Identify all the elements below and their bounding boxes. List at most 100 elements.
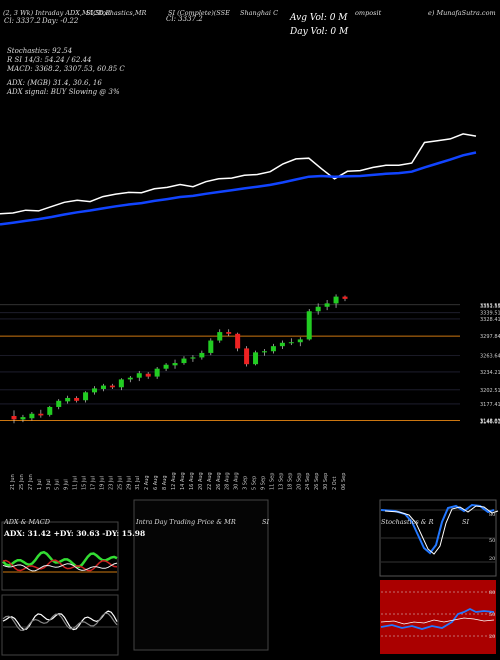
date-label: 30 Sep: [323, 473, 329, 490]
macd-panel-frame: [1, 594, 119, 656]
stoch-panel-title: Stochastics & R: [381, 518, 434, 526]
day-change: Day: -0.22: [42, 17, 79, 25]
candle-body: [279, 342, 285, 347]
stochastic-lines: [380, 503, 499, 563]
close-value-b: Cl: 3337.2: [166, 15, 203, 23]
price-label: 3146.01: [480, 420, 500, 426]
rsi-frame: [380, 580, 496, 654]
candle-body: [109, 385, 115, 388]
header-title-3: SI (Complete)(SSE: [168, 9, 230, 17]
price-label: 3177.41: [480, 402, 500, 408]
mrsi-line: [380, 617, 495, 625]
date-label: 19 Jul: [99, 476, 105, 490]
candle-body: [235, 333, 241, 349]
date-label: 5 Jul: [55, 479, 61, 490]
price-label: 3234.21: [480, 370, 500, 376]
date-label: 21 Jun: [10, 474, 16, 490]
stoch-tick-80: 80: [489, 512, 496, 518]
price-label: 3351.55: [480, 304, 500, 310]
date-label: 20 Aug: [198, 472, 204, 490]
price-label: 3339.51: [480, 311, 500, 317]
adx-signal-readout: ADX signal: BUY Slowing @ 3%: [7, 88, 120, 96]
date-axis-labels: 21 Jun 25 Jun 27 Jun 1 Jul 3 Jul 5 Jul 9 Jul 11…: [10, 472, 347, 490]
ema-line: [0, 151, 477, 226]
date-label: 12 Aug: [171, 472, 177, 490]
header-title-2: SI,Stochastics,MR: [86, 9, 147, 17]
date-label: 11 Sep: [269, 473, 275, 490]
plus-di-line: [2, 550, 118, 569]
price-label: 3202.51: [480, 388, 500, 394]
adx-panel-values: ADX: 31.42 +DY: 30.63 -DY: 15.98: [4, 529, 146, 538]
macd-signal-line: [2, 612, 118, 632]
day-volume: Day Vol: 0 M: [290, 27, 349, 37]
date-label: 26 Aug: [216, 472, 222, 490]
date-label: 26 Sep: [314, 473, 320, 490]
date-label: 25 Jul: [117, 476, 123, 490]
macd-lines: [2, 610, 118, 632]
candle-body: [253, 352, 259, 365]
candle-body: [74, 397, 80, 401]
adx-panel-title: ADX & MACD: [4, 518, 50, 526]
price-label: 3263.64: [480, 353, 500, 359]
header-title-6: e) MunafaSutra.com: [428, 9, 496, 17]
candle-body: [47, 406, 53, 415]
candle-body: [172, 363, 178, 366]
date-label: 31 Jul: [135, 476, 141, 490]
price-label: 3297.84: [480, 334, 500, 340]
intraday-panel-title: Intra Day Trading Price & MR: [136, 518, 236, 526]
date-label: 11 Jul: [73, 476, 79, 490]
rsi-tick-80: 80: [489, 590, 496, 596]
date-label: 28 Aug: [225, 472, 231, 490]
avg-volume: Avg Vol: 0 M: [290, 13, 348, 23]
candle-body: [100, 385, 106, 389]
candle-body: [38, 413, 44, 416]
candle-body: [163, 364, 169, 369]
price-ema-chart: [0, 133, 477, 226]
date-label: 30 Aug: [234, 472, 240, 490]
adx-line: [2, 562, 118, 572]
price-label: 3148.01: [480, 418, 500, 424]
candle-body: [226, 332, 232, 334]
candle-body: [181, 358, 187, 364]
candle-body: [315, 306, 321, 312]
candle-body: [288, 342, 294, 344]
candle-body: [261, 351, 267, 353]
candlestick-chart: [0, 294, 460, 424]
adx-lines: [2, 550, 118, 573]
price-label: 3328.41: [480, 317, 500, 323]
candle-body: [65, 397, 71, 402]
date-label: 8 Aug: [162, 475, 168, 490]
stoch-rsi-panel: [379, 499, 499, 654]
date-label: 17 Jul: [91, 476, 97, 490]
close-value-a: Cl: 3337.2: [4, 17, 41, 25]
candle-body: [306, 311, 312, 340]
candle-body: [297, 339, 303, 343]
candle-body: [333, 296, 339, 304]
date-label: 2 Aug: [144, 475, 150, 490]
rsi-tick-50: 50: [489, 612, 496, 618]
stochastics-readout: Stochastics: 92.54: [7, 47, 73, 55]
rsi-readout: R SI 14/3: 54.24 / 62.44: [7, 56, 92, 64]
header-title-5: omposit: [355, 9, 382, 17]
date-label: 29 Jul: [126, 476, 132, 490]
date-label: 14 Aug: [180, 472, 186, 490]
candle-body: [118, 379, 124, 388]
date-label: 24 Sep: [305, 473, 311, 490]
candle-body: [29, 413, 35, 419]
date-label: 23 Jul: [108, 476, 114, 490]
header-title-1: (2, 3 Wk) Intraday ADX,MACD,R: [3, 9, 111, 17]
stoch-panel-title-b: SI: [462, 518, 470, 526]
date-label: 1 Jul: [37, 479, 43, 490]
stoch-tick-20: 20: [489, 556, 496, 562]
date-label: 15 Jul: [82, 476, 88, 490]
date-label: 25 Jun: [19, 474, 25, 490]
minus-di-line: [2, 559, 118, 572]
macd-line: [2, 610, 118, 631]
candle-body: [208, 340, 214, 353]
candle-body: [136, 373, 142, 378]
candle-body: [83, 392, 89, 401]
date-label: 3 Jul: [46, 479, 52, 490]
candle-body: [190, 357, 196, 359]
